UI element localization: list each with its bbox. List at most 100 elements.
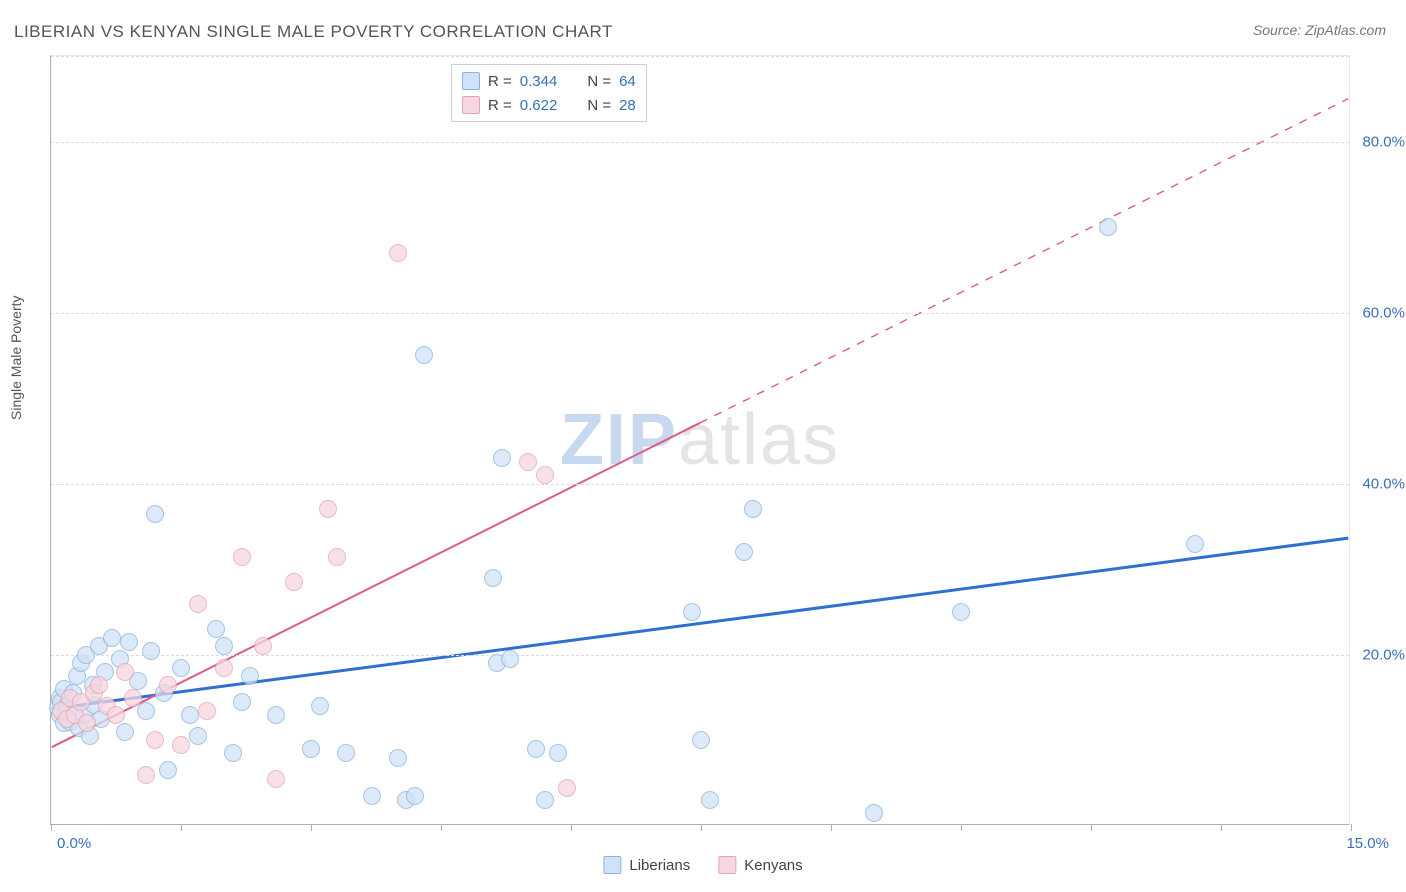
x-tick [181,824,182,831]
scatter-point [337,744,355,762]
gridline [51,313,1349,314]
scatter-point [389,244,407,262]
legend-label: Liberians [629,857,690,874]
scatter-point [735,543,753,561]
x-tick [701,824,702,831]
scatter-point [224,744,242,762]
gridline [51,56,1349,57]
x-tick [441,824,442,831]
scatter-point [302,740,320,758]
scatter-point [215,637,233,655]
x-tick [1351,824,1352,831]
n-value: 64 [619,73,636,90]
scatter-point [233,693,251,711]
scatter-point [415,346,433,364]
scatter-point [1099,218,1117,236]
scatter-point [952,603,970,621]
trend-line-dashed [700,99,1348,423]
scatter-point [137,702,155,720]
n-label: N = [587,73,611,90]
scatter-point [319,500,337,518]
r-value: 0.344 [520,73,558,90]
scatter-point [549,744,567,762]
scatter-point [207,620,225,638]
scatter-point [189,595,207,613]
legend-label: Kenyans [744,857,802,874]
gridline [51,484,1349,485]
scatter-point [1186,535,1204,553]
scatter-point [181,706,199,724]
source-label: Source: ZipAtlas.com [1253,22,1386,38]
y-axis-label: Single Male Poverty [8,295,24,420]
scatter-point [120,633,138,651]
watermark-rest: atlas [678,400,840,480]
scatter-point [527,740,545,758]
scatter-point [267,706,285,724]
r-value: 0.622 [520,97,558,114]
scatter-point [285,573,303,591]
scatter-point [254,637,272,655]
n-label: N = [587,97,611,114]
scatter-point [172,736,190,754]
r-label: R = [488,97,512,114]
scatter-point [501,650,519,668]
scatter-point [159,676,177,694]
n-value: 28 [619,97,636,114]
scatter-point [363,787,381,805]
scatter-point [267,770,285,788]
scatter-point [142,642,160,660]
scatter-point [78,714,96,732]
scatter-point [103,629,121,647]
x-tick [1091,824,1092,831]
x-tick [831,824,832,831]
scatter-point [189,727,207,745]
y-tick-label: 20.0% [1362,646,1405,663]
scatter-point [558,779,576,797]
scatter-point [683,603,701,621]
x-tick-label-max: 15.0% [1346,835,1389,852]
swatch-liberians [603,856,621,874]
gridline [51,655,1349,656]
chart-title: LIBERIAN VS KENYAN SINGLE MALE POVERTY C… [14,22,613,42]
x-tick [311,824,312,831]
swatch-kenyans [718,856,736,874]
scatter-point [172,659,190,677]
scatter-point [692,731,710,749]
scatter-point [215,659,233,677]
r-label: R = [488,73,512,90]
scatter-point [116,663,134,681]
swatch-kenyans [462,96,480,114]
x-tick [1221,824,1222,831]
scatter-point [116,723,134,741]
scatter-point [536,791,554,809]
scatter-point [146,731,164,749]
scatter-point [389,749,407,767]
x-tick-label-min: 0.0% [57,835,91,852]
scatter-point [241,667,259,685]
legend-series: Liberians Kenyans [603,856,802,874]
scatter-point [484,569,502,587]
legend-stats-row: R = 0.344 N = 64 [462,69,636,93]
scatter-point [744,500,762,518]
scatter-point [159,761,177,779]
gridline [51,142,1349,143]
x-tick [571,824,572,831]
scatter-point [198,702,216,720]
chart-container: LIBERIAN VS KENYAN SINGLE MALE POVERTY C… [0,0,1406,892]
legend-stats: R = 0.344 N = 64 R = 0.622 N = 28 [451,64,647,122]
scatter-point [328,548,346,566]
plot-area: ZIPatlas R = 0.344 N = 64 R = 0.622 N = … [50,55,1350,825]
y-tick-label: 60.0% [1362,304,1405,321]
scatter-point [137,766,155,784]
trend-line [52,423,700,747]
scatter-point [519,453,537,471]
watermark-zip: ZIP [560,400,678,480]
scatter-point [90,676,108,694]
scatter-point [107,706,125,724]
watermark: ZIPatlas [560,399,840,481]
x-tick [961,824,962,831]
scatter-point [146,505,164,523]
scatter-point [701,791,719,809]
scatter-point [406,787,424,805]
swatch-liberians [462,72,480,90]
